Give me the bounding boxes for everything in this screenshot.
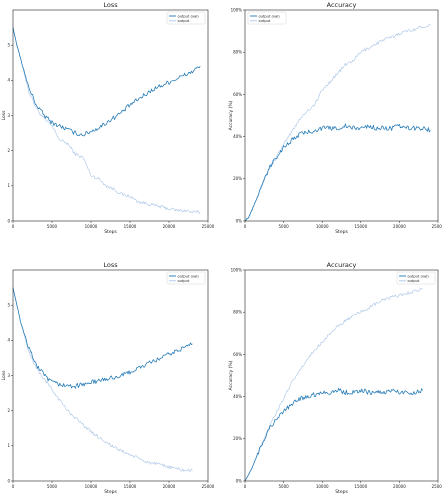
y-tick-label: 3: [7, 373, 10, 378]
x-tick-label: 15000: [124, 224, 137, 229]
y-tick-label: 3: [7, 113, 10, 118]
y-tick-label: 0: [7, 218, 10, 223]
legend-box: [396, 271, 436, 285]
legend-label: output (val): [178, 274, 200, 278]
x-tick-label: 10000: [316, 224, 329, 229]
x-tick-label: 5000: [279, 484, 290, 489]
y-tick-label: 5: [7, 43, 10, 48]
y-tick-label: 20%: [233, 176, 242, 181]
x-tick-label: 10000: [85, 484, 98, 489]
x-tick-label: 5000: [47, 224, 58, 229]
x-axis-label: Steps: [104, 229, 117, 235]
y-tick-label: 40%: [233, 134, 242, 139]
y-axis-label: Loss: [1, 110, 7, 121]
y-tick-label: 1: [7, 443, 10, 448]
x-axis-label: Steps: [335, 229, 348, 235]
legend-box: [247, 11, 287, 25]
y-tick-label: 100%: [231, 267, 243, 272]
x-tick-label: 0: [244, 484, 247, 489]
x-tick-label: 25000: [202, 224, 215, 229]
x-tick-label: 0: [244, 224, 247, 229]
y-tick-label: 60%: [233, 352, 242, 357]
x-tick-label: 25000: [202, 484, 215, 489]
x-tick-label: 25000: [432, 484, 442, 489]
x-tick-label: 20000: [163, 484, 176, 489]
x-tick-label: 5000: [47, 484, 58, 489]
y-tick-label: 100%: [231, 7, 243, 12]
x-axis-label: Steps: [335, 489, 348, 495]
series-line-output-val: [244, 123, 431, 222]
legend-label: output (val): [259, 14, 281, 18]
legend: output (val)output: [166, 271, 206, 285]
x-tick-label: 15000: [124, 484, 137, 489]
series-line-output-val: [12, 287, 193, 389]
y-tick-label: 0: [7, 478, 10, 483]
plot-frame: [12, 269, 209, 482]
legend: output (val)output: [247, 11, 287, 25]
plot-frame: [244, 269, 439, 482]
x-tick-label: 25000: [432, 224, 442, 229]
chart-panel-0: 0 5000 10000 15000 20000 25000 0 1 2 3 4 5 Loss Steps…: [1, 1, 215, 235]
legend-label: output: [178, 19, 190, 23]
legend: output (val)output: [166, 11, 206, 25]
legend-box: [166, 271, 206, 285]
legend-label: output: [408, 279, 420, 283]
y-tick-label: 80%: [233, 310, 242, 315]
legend-label: output (val): [408, 274, 430, 278]
legend-label: output: [178, 279, 190, 283]
legend-label: output: [259, 19, 271, 23]
y-tick-label: 60%: [233, 92, 242, 97]
x-tick-label: 0: [12, 484, 15, 489]
y-axis-label: Accuracy (%): [228, 100, 234, 130]
y-tick-label: 1: [7, 183, 10, 188]
series-line-output: [244, 23, 431, 222]
plot-frame: [12, 9, 209, 222]
y-tick-label: 40%: [233, 394, 242, 399]
y-tick-label: 2: [7, 408, 10, 413]
x-tick-label: 10000: [316, 484, 329, 489]
x-tick-label: 10000: [85, 224, 98, 229]
chart-panel-3: 0 5000 10000 15000 20000 25000 0% 20% 40% 60% 80% 1…: [228, 261, 442, 495]
legend-box: [166, 11, 206, 25]
series-line-output-val: [244, 387, 423, 482]
y-axis-label: Loss: [1, 370, 7, 381]
y-tick-label: 80%: [233, 50, 242, 55]
x-tick-label: 20000: [393, 484, 406, 489]
series-line-output: [12, 27, 201, 214]
chart-title: Accuracy: [327, 1, 357, 9]
y-axis-label: Accuracy (%): [228, 360, 234, 390]
chart-panel-2: 0 5000 10000 15000 20000 25000 0 1 2 3 4 5 Loss Steps…: [1, 261, 215, 495]
series-line-output-val: [12, 27, 201, 137]
chart-title: Accuracy: [327, 261, 357, 269]
y-tick-label: 2: [7, 148, 10, 153]
plot-frame: [244, 9, 439, 222]
legend-label: output (val): [178, 14, 200, 18]
y-tick-label: 4: [7, 78, 10, 83]
x-tick-label: 20000: [393, 224, 406, 229]
y-tick-label: 0%: [236, 478, 243, 483]
y-tick-label: 20%: [233, 436, 242, 441]
y-tick-label: 5: [7, 303, 10, 308]
chart-title: Loss: [103, 1, 118, 9]
x-tick-label: 5000: [279, 224, 290, 229]
y-tick-label: 4: [7, 338, 10, 343]
y-tick-label: 0%: [236, 218, 243, 223]
x-tick-label: 20000: [163, 224, 176, 229]
series-line-output: [12, 287, 193, 472]
series-line-output: [244, 288, 423, 482]
x-tick-label: 15000: [354, 224, 367, 229]
chart-title: Loss: [103, 261, 118, 269]
x-tick-label: 0: [12, 224, 15, 229]
x-tick-label: 15000: [354, 484, 367, 489]
legend: output (val)output: [396, 271, 436, 285]
x-axis-label: Steps: [104, 489, 117, 495]
chart-panel-1: 0 5000 10000 15000 20000 25000 0% 20% 40% 60% 80% 1…: [228, 1, 442, 235]
